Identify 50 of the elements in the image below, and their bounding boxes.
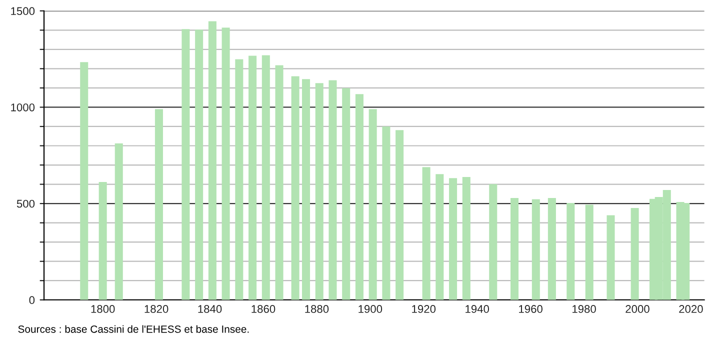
bar (532, 199, 540, 300)
bar (222, 28, 230, 300)
x-tick-label: 1940 (466, 305, 490, 313)
bar (154, 109, 163, 300)
bar (382, 126, 390, 300)
bar (291, 76, 300, 300)
bar (462, 176, 470, 300)
bar (302, 79, 310, 300)
bar (98, 182, 107, 300)
x-tick-label: 1980 (572, 305, 596, 313)
bar (606, 215, 615, 300)
bar (630, 208, 639, 300)
bar (585, 204, 594, 300)
x-tick-label: 1920 (412, 305, 436, 313)
bar (510, 198, 519, 300)
bar (248, 56, 257, 300)
bar (422, 167, 430, 300)
bar (355, 94, 364, 300)
bar (195, 30, 204, 300)
x-tick-label: 1880 (305, 305, 329, 313)
bar (275, 65, 284, 300)
bar (548, 198, 556, 300)
bar (368, 109, 377, 300)
bar (328, 80, 337, 300)
y-tick-label: 0 (29, 296, 35, 304)
y-tick-label: 1500 (11, 7, 35, 16)
x-tick-label: 1800 (91, 305, 115, 313)
bar (315, 83, 324, 300)
bar (262, 55, 270, 300)
x-tick-label: 1840 (198, 305, 222, 313)
x-tick-label: 1860 (252, 305, 276, 313)
x-tick-label: 1960 (519, 305, 542, 313)
bar (114, 143, 123, 300)
x-tick-label: 2000 (626, 305, 650, 313)
bar (235, 59, 244, 300)
x-tick-label: 1900 (358, 305, 382, 313)
bar (342, 88, 350, 300)
y-tick-label: 1000 (11, 103, 35, 112)
bar (182, 29, 190, 300)
x-tick-label: 1820 (144, 305, 168, 313)
y-tick-label: 500 (16, 200, 35, 208)
bar (489, 184, 498, 300)
bar (436, 174, 444, 300)
bar (566, 202, 575, 300)
x-tick-label: 2020 (679, 305, 703, 313)
bar (449, 178, 458, 300)
bar (208, 21, 216, 300)
source-note: Sources : base Cassini de l'EHESS et base Insee. (18, 325, 249, 333)
bar (80, 62, 88, 300)
bar (396, 130, 404, 300)
